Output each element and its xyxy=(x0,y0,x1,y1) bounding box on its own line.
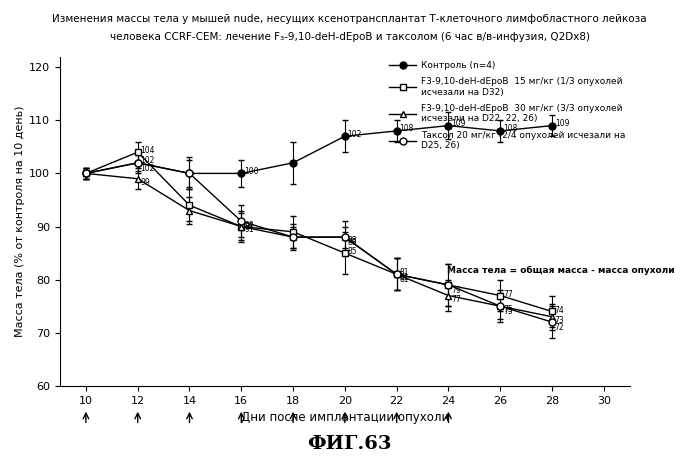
Text: 108: 108 xyxy=(503,124,517,134)
Text: 100: 100 xyxy=(244,167,259,176)
Text: 99: 99 xyxy=(140,178,150,187)
Text: 102: 102 xyxy=(347,130,362,139)
Legend: Контроль (n=4), F3-9,10-deH-dEpoB  15 мг/кг (1/3 опухолей
исчезали на D32), F3-9: Контроль (n=4), F3-9,10-deH-dEpoB 15 мг/… xyxy=(389,61,625,150)
Text: 79: 79 xyxy=(452,286,461,295)
Text: 72: 72 xyxy=(555,323,564,332)
Text: ФИГ.63: ФИГ.63 xyxy=(308,435,391,453)
Text: 88: 88 xyxy=(347,236,357,245)
Text: 90: 90 xyxy=(244,221,254,230)
Text: 81: 81 xyxy=(399,268,409,277)
Text: Изменения массы тела у мышей nude, несущих ксенотрансплантат Т-клеточного лимфоб: Изменения массы тела у мышей nude, несущ… xyxy=(52,14,647,24)
Text: 73: 73 xyxy=(555,316,565,325)
Text: человека CCRF-CEM: лечение F₃-9,10-deH-dEpoB и таксолом (6 час в/в-инфузия, Q2Dx: человека CCRF-CEM: лечение F₃-9,10-deH-d… xyxy=(110,32,589,43)
Text: 77: 77 xyxy=(452,294,461,304)
Text: 109: 109 xyxy=(452,119,466,128)
Text: 104: 104 xyxy=(140,146,155,155)
Text: 75: 75 xyxy=(503,305,513,314)
Text: 109: 109 xyxy=(555,119,569,128)
X-axis label: Дни после имплантации опухоли: Дни после имплантации опухоли xyxy=(240,411,449,424)
Y-axis label: Масса тела (% от контроля на 10 день): Масса тела (% от контроля на 10 день) xyxy=(15,105,25,337)
Text: Масса тела = общая масса - масса опухоли: Масса тела = общая масса - масса опухоли xyxy=(447,266,675,275)
Text: 75: 75 xyxy=(503,307,513,316)
Text: 81: 81 xyxy=(399,274,409,282)
Text: 74: 74 xyxy=(555,305,565,315)
Text: 91: 91 xyxy=(244,222,254,231)
Text: 85: 85 xyxy=(347,247,357,256)
Text: 108: 108 xyxy=(399,124,414,134)
Text: 77: 77 xyxy=(503,290,513,298)
Text: 102: 102 xyxy=(140,164,155,173)
Text: 88: 88 xyxy=(347,238,357,247)
Text: 91: 91 xyxy=(244,225,254,235)
Text: 102: 102 xyxy=(140,156,155,165)
Text: 81: 81 xyxy=(399,275,409,285)
